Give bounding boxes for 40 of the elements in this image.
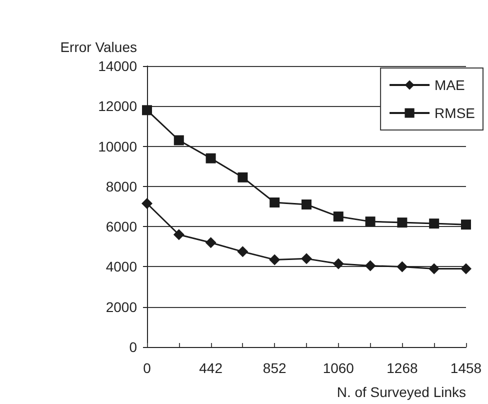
y-tick-label: 8000 <box>106 178 138 194</box>
point <box>301 253 312 264</box>
point <box>174 135 184 146</box>
y-tick-label: 6000 <box>106 218 138 235</box>
legend-label: RMSE <box>434 105 476 121</box>
y-tick-label: 2000 <box>106 298 138 315</box>
x-tick-label: 1060 <box>322 360 354 376</box>
point <box>333 212 344 222</box>
point <box>365 216 376 227</box>
point <box>206 153 216 164</box>
point <box>142 105 152 116</box>
point <box>428 263 440 274</box>
point <box>396 261 408 272</box>
x-tick-label: 1268 <box>386 360 418 376</box>
point <box>364 260 376 272</box>
y-tick-label: 0 <box>129 339 138 355</box>
x-tick-label: 0 <box>143 360 152 376</box>
legend-label: MAE <box>434 77 465 93</box>
point <box>397 218 408 228</box>
point <box>460 263 472 274</box>
x-axis-title: N. of Surveyed Links <box>336 384 466 400</box>
point <box>238 172 248 182</box>
point <box>461 220 471 230</box>
y-tick-label: 4000 <box>106 258 138 275</box>
x-tick-label: 1458 <box>450 360 482 376</box>
y-tick-label: 12000 <box>98 98 138 114</box>
y-axis-title: Error Values <box>60 39 137 55</box>
point <box>270 197 280 208</box>
y-tick-label: 10000 <box>98 138 138 154</box>
point <box>429 218 440 229</box>
point <box>205 237 216 248</box>
point <box>269 254 280 266</box>
y-tick-label: 14000 <box>98 58 138 74</box>
point <box>142 198 152 209</box>
point <box>302 199 312 210</box>
point <box>332 258 344 270</box>
x-tick-label: 442 <box>199 360 223 376</box>
point <box>237 246 248 258</box>
x-tick-label: 852 <box>262 360 286 376</box>
point <box>173 229 184 240</box>
